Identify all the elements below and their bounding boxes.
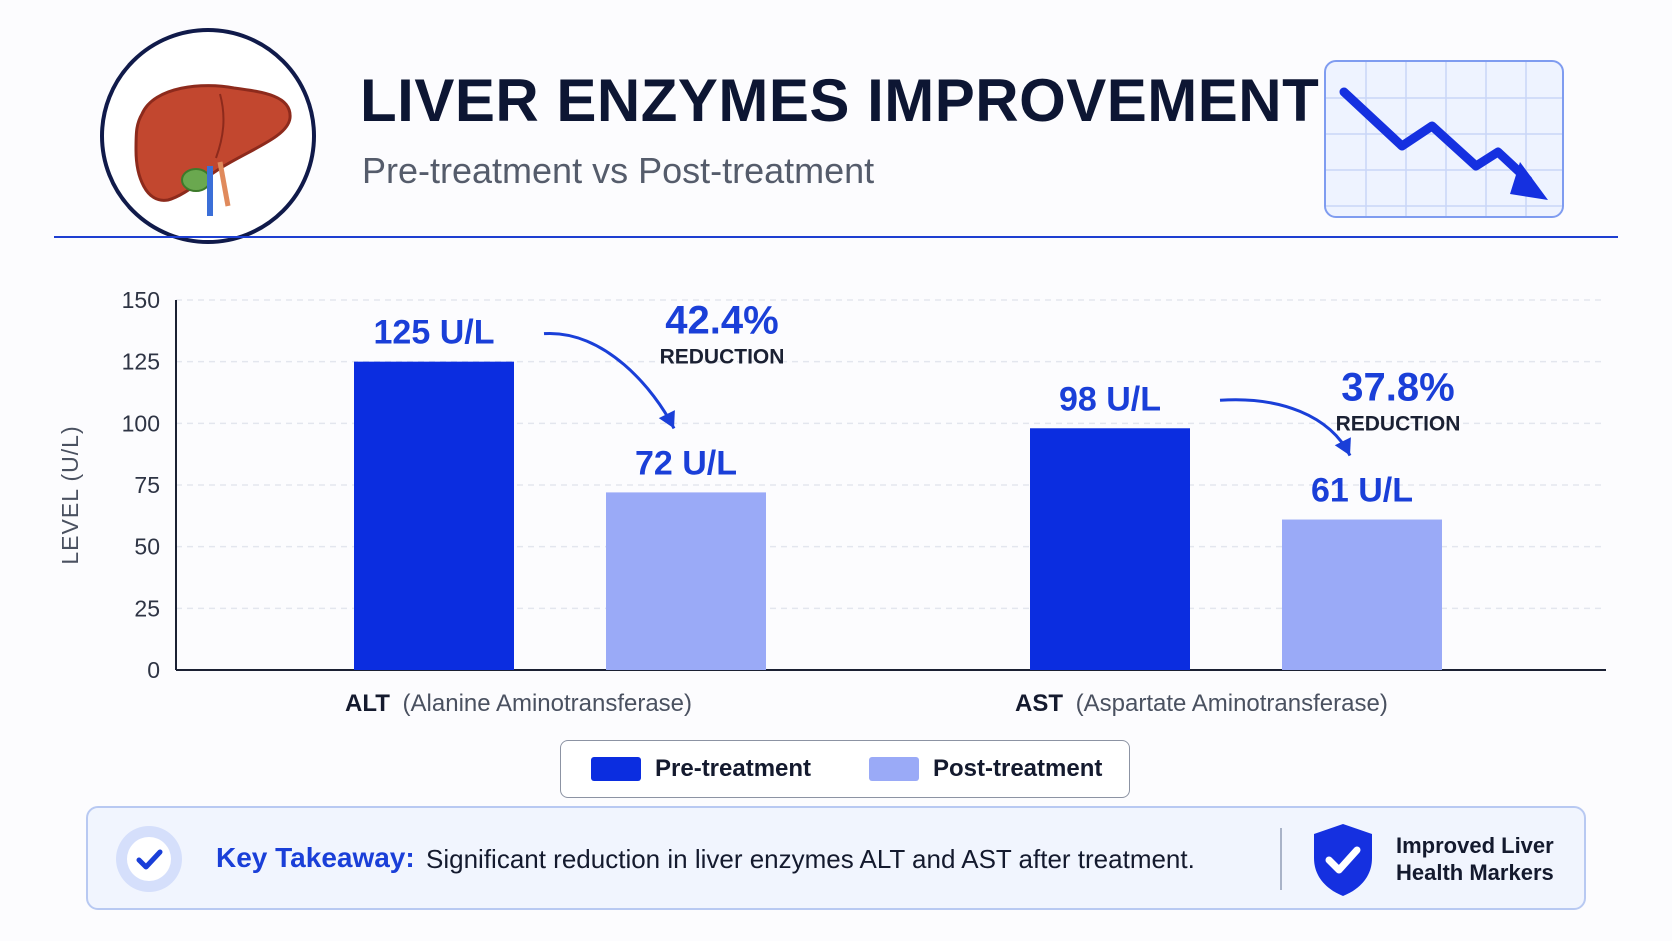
reduction-arrowhead <box>1334 437 1351 456</box>
reduction-arrow <box>543 332 676 430</box>
liver-icon <box>134 84 292 216</box>
category-label-alt: ALT (Alanine Aminotransferase) <box>345 690 692 718</box>
bar-value-label: 61 U/L <box>1311 472 1413 510</box>
legend-label: Pre-treatment <box>655 754 812 782</box>
bar-ast-pre <box>1030 428 1190 670</box>
y-tick-label: 100 <box>122 410 160 436</box>
check-badge <box>116 826 182 892</box>
takeaway-text: Significant reduction in liver enzymes A… <box>426 844 1195 874</box>
checkmark-circle-icon <box>127 837 171 881</box>
takeaway-label: Key Takeaway: <box>216 842 415 873</box>
y-tick-label: 0 <box>147 657 160 683</box>
trend-card <box>1324 60 1564 218</box>
reduction-arrowhead <box>658 410 675 429</box>
reduction-label: REDUCTION <box>1336 412 1461 435</box>
key-takeaway-panel: Key Takeaway: Significant reduction in l… <box>86 806 1586 910</box>
legend-item-pre: Pre-treatment <box>591 741 811 796</box>
reduction-arrow <box>1219 398 1352 457</box>
bar-value-label: 72 U/L <box>635 444 737 482</box>
y-axis-label: LEVEL (U/L) <box>57 425 83 564</box>
reduction-percent: 42.4% <box>665 299 778 343</box>
y-tick-label: 150 <box>122 287 160 313</box>
page-subtitle: Pre-treatment vs Post-treatment <box>362 150 875 191</box>
y-tick-label: 25 <box>134 595 160 621</box>
category-full: (Alanine Aminotransferase) <box>402 690 693 717</box>
category-full: (Aspartate Aminotransferase) <box>1075 690 1388 717</box>
bar-alt-pre <box>354 361 514 670</box>
legend-item-post: Post-treatment <box>869 741 1102 796</box>
y-tick-label: 125 <box>122 349 160 375</box>
header-divider <box>54 236 1618 238</box>
bar-alt-post <box>606 492 766 670</box>
category-abbr: AST <box>1015 690 1063 717</box>
y-tick-label: 75 <box>134 472 160 498</box>
legend-label: Post-treatment <box>933 754 1103 782</box>
reduction-percent: 37.8% <box>1341 365 1454 409</box>
takeaway-badge-text: Improved Liver Health Markers <box>1396 833 1554 885</box>
bar-value-label: 98 U/L <box>1059 380 1161 418</box>
page-title: LIVER ENZYMES IMPROVEMENT <box>360 67 1320 134</box>
bar-value-label: 125 U/L <box>374 314 495 352</box>
takeaway-divider <box>1280 828 1282 890</box>
category-abbr: ALT <box>345 690 390 717</box>
y-tick-label: 50 <box>134 534 160 560</box>
category-label-ast: AST (Aspartate Aminotransferase) <box>1015 690 1388 718</box>
legend-swatch-pre <box>591 756 641 781</box>
reduction-label: REDUCTION <box>660 346 785 369</box>
legend-swatch-post <box>869 756 919 781</box>
liver-logo-badge <box>100 28 316 244</box>
bar-chart: LEVEL (U/L) 0 25 50 75 100 125 150 125 U/L 98 U… <box>57 287 1606 683</box>
bar-ast-post <box>1282 519 1442 670</box>
chart-legend: Pre-treatment Post-treatment <box>560 740 1130 798</box>
downtrend-chart-icon <box>1326 62 1562 216</box>
shield-check-icon <box>1314 824 1372 896</box>
